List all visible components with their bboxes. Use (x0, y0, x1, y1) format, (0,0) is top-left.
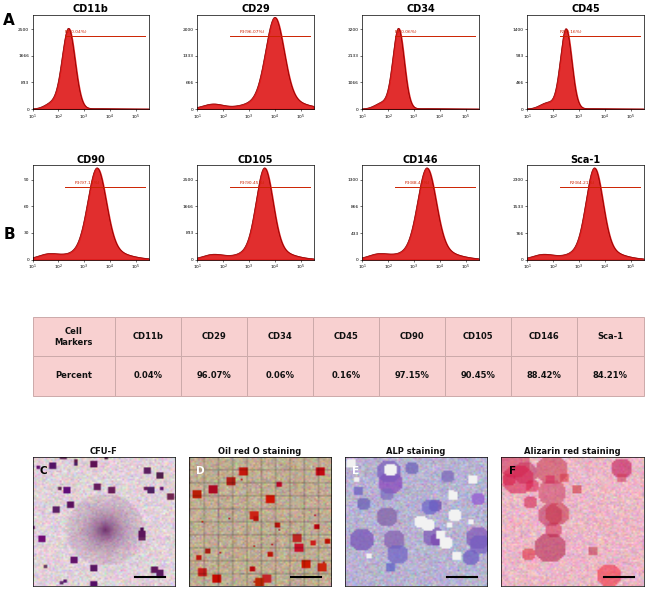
FancyBboxPatch shape (379, 318, 445, 356)
Title: ALP staining: ALP staining (387, 447, 446, 456)
Text: 90.45%: 90.45% (461, 371, 496, 380)
FancyBboxPatch shape (512, 318, 577, 356)
Title: Sca-1: Sca-1 (570, 155, 601, 164)
Title: CD11b: CD11b (73, 4, 109, 14)
Text: 84.21%: 84.21% (593, 371, 628, 380)
Text: Cell
Markers: Cell Markers (55, 327, 93, 347)
Title: CD45: CD45 (571, 4, 600, 14)
Title: CD146: CD146 (403, 155, 438, 164)
Text: CD45: CD45 (333, 332, 359, 341)
Text: P3(96.07%): P3(96.07%) (240, 30, 265, 34)
Text: P3(97.15%): P3(97.15%) (75, 181, 100, 185)
Text: B: B (3, 227, 15, 242)
Text: P3(90.45%): P3(90.45%) (240, 181, 265, 185)
FancyBboxPatch shape (313, 318, 379, 356)
Text: 97.15%: 97.15% (395, 371, 430, 380)
Title: CD34: CD34 (406, 4, 435, 14)
FancyBboxPatch shape (115, 318, 181, 356)
Text: CD105: CD105 (463, 332, 493, 341)
Text: A: A (3, 13, 15, 28)
Text: E: E (352, 466, 359, 475)
Text: Sca-1: Sca-1 (597, 332, 623, 341)
Text: P2(0.16%): P2(0.16%) (560, 30, 582, 34)
Text: P2(0.04%): P2(0.04%) (64, 30, 87, 34)
Text: C: C (40, 466, 47, 475)
Text: D: D (196, 466, 205, 475)
Title: CD90: CD90 (76, 155, 105, 164)
FancyBboxPatch shape (247, 356, 313, 395)
FancyBboxPatch shape (181, 356, 247, 395)
FancyBboxPatch shape (181, 318, 247, 356)
FancyBboxPatch shape (115, 356, 181, 395)
Text: 0.16%: 0.16% (332, 371, 361, 380)
Title: CD105: CD105 (238, 155, 273, 164)
Text: 96.07%: 96.07% (197, 371, 231, 380)
Title: Alizarin red staining: Alizarin red staining (524, 447, 621, 456)
FancyBboxPatch shape (32, 318, 115, 356)
Title: Oil red O staining: Oil red O staining (218, 447, 302, 456)
Text: P2(84.21%): P2(84.21%) (569, 181, 595, 185)
Text: CD146: CD146 (529, 332, 560, 341)
Text: P3(88.42%): P3(88.42%) (405, 181, 430, 185)
Title: CD29: CD29 (241, 4, 270, 14)
Title: CFU-F: CFU-F (90, 447, 118, 456)
Text: P3(0.06%): P3(0.06%) (395, 30, 417, 34)
Text: CD29: CD29 (202, 332, 226, 341)
FancyBboxPatch shape (313, 356, 379, 395)
FancyBboxPatch shape (445, 318, 512, 356)
Text: CD90: CD90 (400, 332, 424, 341)
FancyBboxPatch shape (445, 356, 512, 395)
Text: 0.06%: 0.06% (266, 371, 294, 380)
FancyBboxPatch shape (32, 356, 115, 395)
Text: F: F (508, 466, 515, 475)
Text: CD34: CD34 (268, 332, 293, 341)
Text: CD11b: CD11b (133, 332, 163, 341)
FancyBboxPatch shape (577, 356, 644, 395)
Text: 0.04%: 0.04% (133, 371, 162, 380)
FancyBboxPatch shape (512, 356, 577, 395)
FancyBboxPatch shape (577, 318, 644, 356)
FancyBboxPatch shape (379, 356, 445, 395)
Text: Percent: Percent (55, 371, 92, 380)
Text: 88.42%: 88.42% (527, 371, 562, 380)
FancyBboxPatch shape (247, 318, 313, 356)
